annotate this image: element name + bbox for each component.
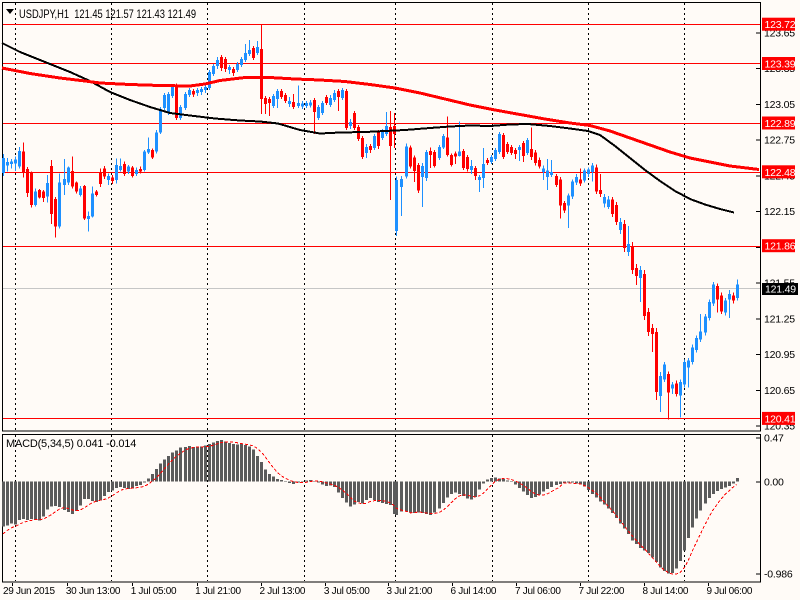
svg-text:MACD(5,34,5) 0.041 -0.014: MACD(5,34,5) 0.041 -0.014 [6, 438, 136, 450]
svg-text:121.49: 121.49 [765, 284, 796, 296]
svg-text:9 Jul 06:00: 9 Jul 06:00 [707, 586, 753, 597]
svg-text:6 Jul 14:00: 6 Jul 14:00 [451, 586, 497, 597]
svg-text:3 Jul 21:00: 3 Jul 21:00 [387, 586, 433, 597]
svg-text:0.00: 0.00 [764, 477, 784, 489]
svg-text:123.05: 123.05 [764, 99, 795, 111]
svg-text:7 Jul 06:00: 7 Jul 06:00 [515, 586, 561, 597]
svg-text:1 Jul 21:00: 1 Jul 21:00 [195, 586, 241, 597]
svg-text:122.75: 122.75 [764, 135, 795, 147]
svg-text:120.65: 120.65 [764, 385, 795, 397]
svg-text:123.39: 123.39 [765, 59, 796, 71]
svg-text:122.48: 122.48 [765, 167, 796, 179]
svg-text:121.25: 121.25 [764, 313, 795, 325]
svg-text:8 Jul 14:00: 8 Jul 14:00 [643, 586, 689, 597]
svg-text:122.15: 122.15 [764, 206, 795, 218]
svg-text:7 Jul 22:00: 7 Jul 22:00 [579, 586, 625, 597]
svg-text:2 Jul 13:00: 2 Jul 13:00 [260, 586, 306, 597]
svg-text:123.72: 123.72 [765, 19, 796, 31]
svg-text:3 Jul 05:00: 3 Jul 05:00 [324, 586, 370, 597]
svg-text:120.95: 120.95 [764, 349, 795, 361]
svg-text:122.89: 122.89 [765, 118, 796, 130]
svg-text:USDJPY,H1 121.45 121.57 121.4: USDJPY,H1 121.45 121.57 121.43 121.49 [19, 7, 196, 21]
svg-text:1 Jul 05:00: 1 Jul 05:00 [131, 586, 177, 597]
svg-text:0.47: 0.47 [764, 433, 784, 445]
svg-text:30 Jun 13:00: 30 Jun 13:00 [66, 586, 121, 597]
svg-text:-0.986: -0.986 [764, 569, 793, 581]
svg-text:120.41: 120.41 [765, 413, 796, 425]
svg-text:121.86: 121.86 [765, 241, 796, 253]
svg-text:29 Jun 2015: 29 Jun 2015 [3, 586, 55, 597]
